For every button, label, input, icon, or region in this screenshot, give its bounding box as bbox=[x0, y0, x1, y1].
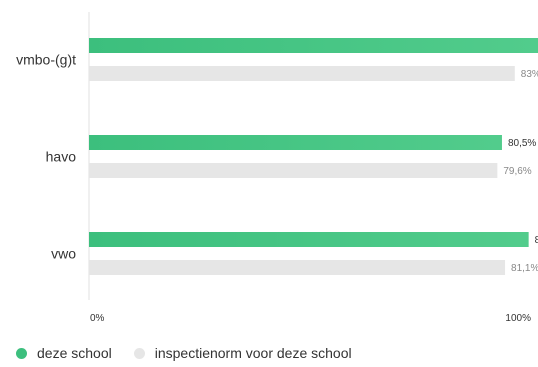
value-label-school-vwo: 85,7% bbox=[535, 235, 538, 246]
legend-label-deze-school: deze school bbox=[37, 345, 112, 361]
category-label-vwo: vwo bbox=[51, 246, 76, 262]
bar-chart: vmbo-(g)t88,5%83%havo80,5%79,6%vwo85,7%8… bbox=[16, 12, 538, 324]
bar-school-vmbo-g-t bbox=[89, 38, 538, 53]
bar-norm-vwo bbox=[89, 260, 506, 275]
legend-dot-grey bbox=[133, 347, 145, 359]
legend: deze school inspectienorm voor deze scho… bbox=[16, 345, 374, 361]
x-tick-label-max: 100% bbox=[505, 313, 531, 324]
legend-item-deze-school: deze school bbox=[16, 345, 112, 361]
bar-norm-havo bbox=[89, 163, 498, 178]
x-tick-label-min: 0% bbox=[90, 313, 105, 324]
value-label-norm-vwo: 81,1% bbox=[511, 263, 538, 274]
legend-item-inspectienorm: inspectienorm voor deze school bbox=[133, 345, 352, 361]
legend-dot-green bbox=[16, 347, 27, 359]
legend-label-inspectienorm: inspectienorm voor deze school bbox=[154, 345, 352, 361]
value-label-school-havo: 80,5% bbox=[508, 138, 536, 149]
category-label-vmbo-g-t: vmbo-(g)t bbox=[16, 52, 76, 68]
bar-school-vwo bbox=[89, 232, 529, 247]
value-label-norm-vmbo-g-t: 83% bbox=[521, 69, 538, 80]
value-label-norm-havo: 79,6% bbox=[503, 166, 531, 177]
bar-norm-vmbo-g-t bbox=[89, 66, 515, 81]
category-label-havo: havo bbox=[46, 149, 77, 165]
bar-school-havo bbox=[89, 135, 502, 150]
